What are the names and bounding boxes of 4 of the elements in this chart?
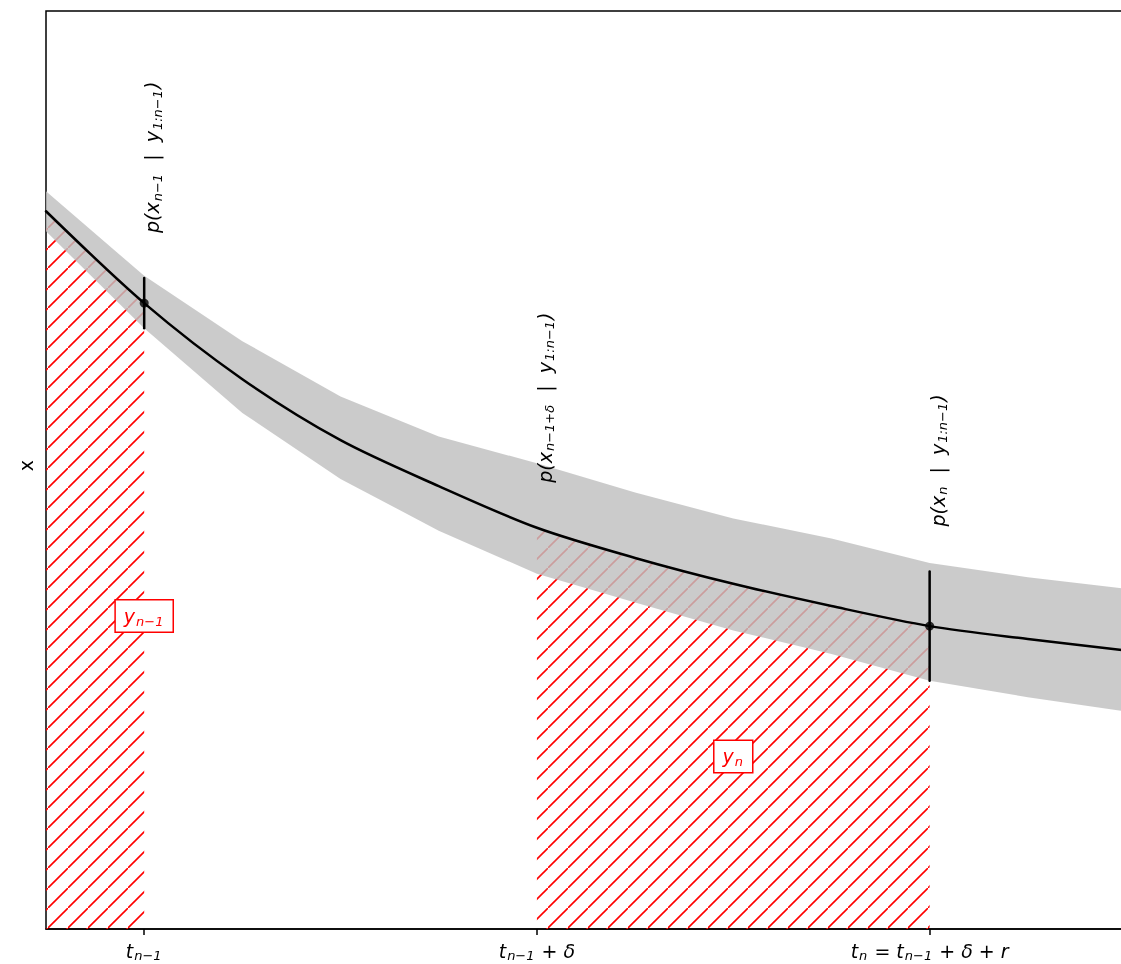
annotation: p(xn−1 | y1:n−1) bbox=[141, 81, 165, 234]
annotation: p(xn | y1:n−1) bbox=[926, 394, 951, 528]
annotation: p(xn−1+δ | y1:n−1) bbox=[533, 312, 558, 484]
y-axis-title: x bbox=[14, 459, 37, 472]
